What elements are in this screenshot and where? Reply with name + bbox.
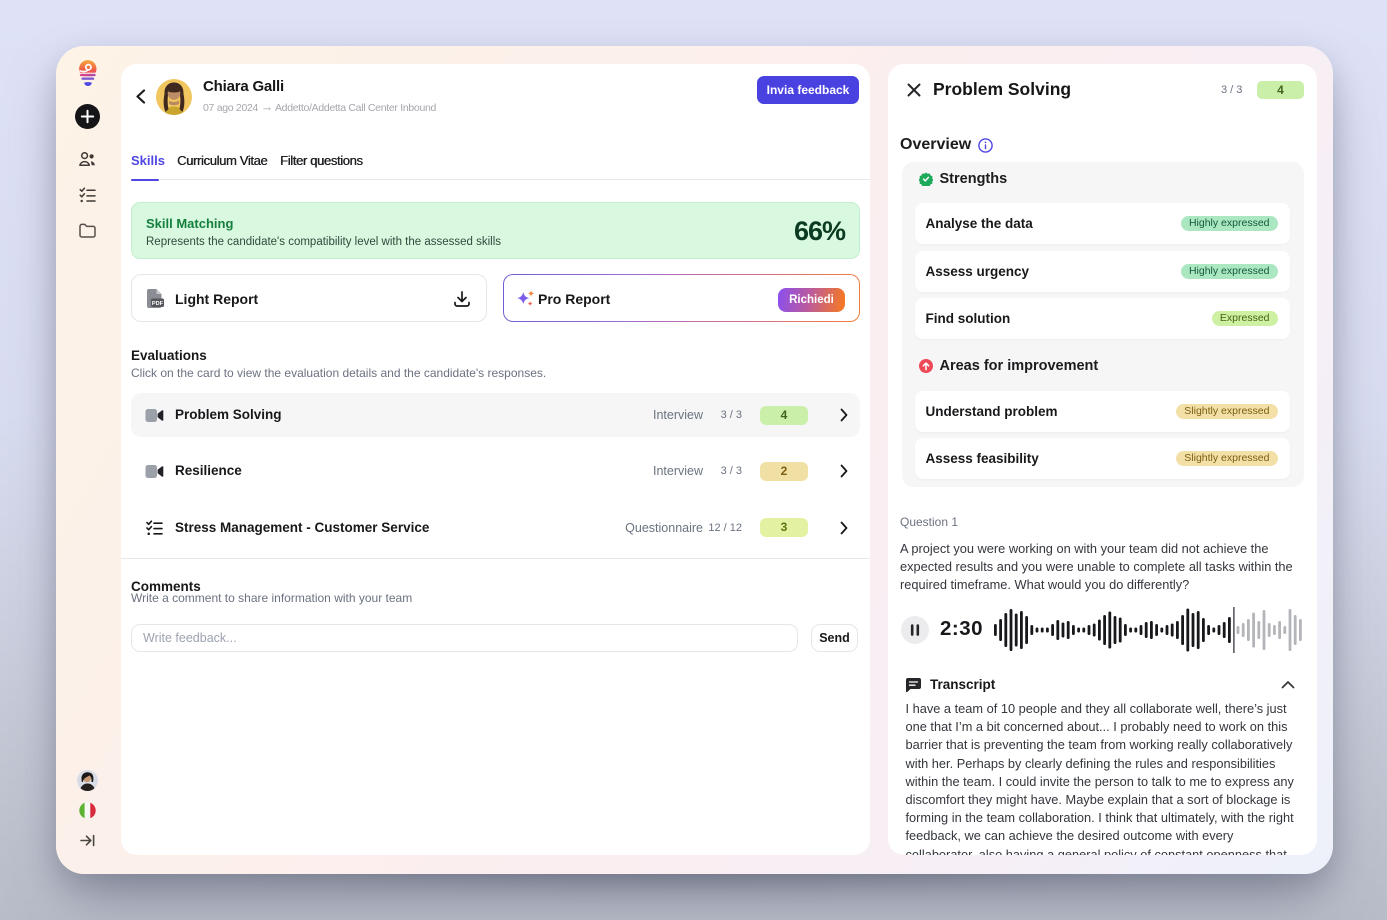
svg-text:PDF: PDF xyxy=(152,301,164,307)
